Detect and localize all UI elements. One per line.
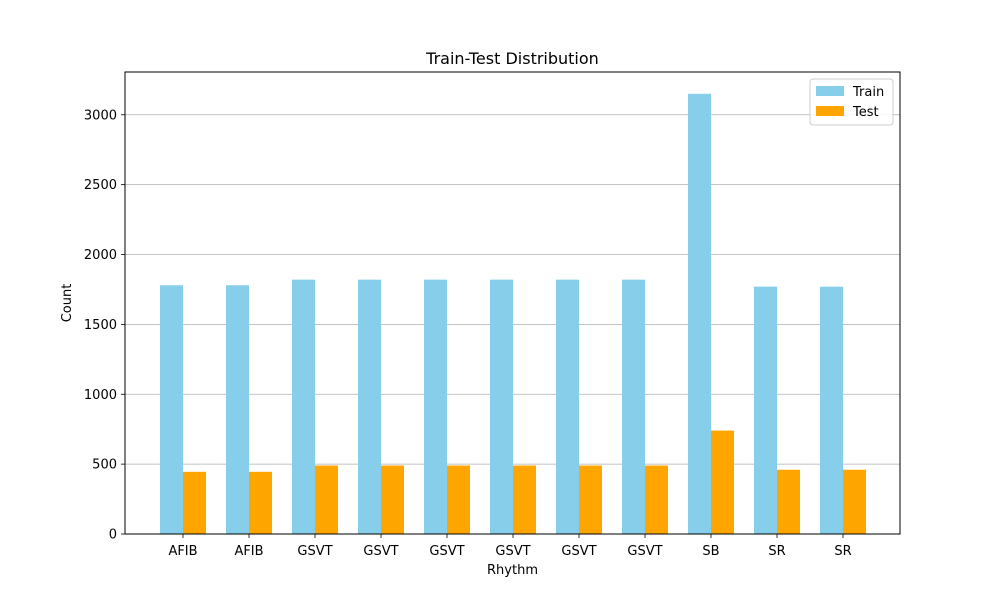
legend-label-test: Test: [852, 105, 879, 120]
x-tick-label: SR: [834, 544, 851, 559]
bar-train: [226, 285, 249, 534]
plot-frame: [124, 71, 901, 535]
bar-test: [183, 471, 206, 534]
bar-test: [315, 465, 338, 534]
bar-train: [160, 285, 183, 534]
bar-test: [447, 465, 470, 534]
bar-train: [622, 279, 645, 534]
bar-train: [490, 279, 513, 534]
y-tick-label: 3000: [84, 108, 117, 123]
x-tick-label: GSVT: [297, 544, 332, 559]
bar-test: [381, 465, 404, 534]
chart-title: Train-Test Distribution: [425, 49, 599, 68]
y-tick-label: 2000: [84, 248, 117, 263]
x-axis-label: Rhythm: [487, 563, 538, 578]
x-tick-label: AFIB: [168, 544, 197, 559]
y-tick-label: 1500: [84, 318, 117, 333]
x-tick-label: GSVT: [627, 544, 662, 559]
x-tick-label: GSVT: [495, 544, 530, 559]
bar-train: [688, 93, 711, 535]
y-tick-label: 0: [109, 528, 117, 543]
bar-train: [424, 279, 447, 534]
bar-test: [645, 465, 668, 534]
x-tick-label: AFIB: [234, 544, 263, 559]
bar-test: [843, 469, 866, 534]
bar-test: [579, 465, 602, 534]
bar-train: [820, 286, 843, 534]
x-axis-ticks: AFIB AFIB GSVT GSVT GSVT GSVT GSVT GSVT SB SR SR: [168, 534, 852, 559]
bar-train: [292, 279, 315, 534]
bar-test: [249, 471, 272, 534]
y-tick-label: 500: [92, 458, 117, 473]
x-tick-label: GSVT: [429, 544, 464, 559]
x-tick-label: GSVT: [363, 544, 398, 559]
y-axis-ticks: 0 500 1000 1500 2000 2500 3000: [84, 108, 125, 543]
bar-test: [711, 430, 734, 534]
bar-train: [358, 279, 381, 534]
bars: [160, 93, 866, 535]
legend: Train Test: [809, 78, 894, 126]
x-tick-label: SB: [702, 544, 719, 559]
x-tick-label: GSVT: [561, 544, 596, 559]
legend-label-train: Train: [852, 85, 884, 100]
x-tick-label: SR: [768, 544, 785, 559]
bar-test: [777, 469, 800, 534]
y-tick-label: 1000: [84, 388, 117, 403]
legend-swatch-test: [816, 106, 844, 116]
bar-train: [556, 279, 579, 534]
y-tick-label: 2500: [84, 178, 117, 193]
bar-test: [513, 465, 536, 534]
bar-train: [754, 286, 777, 534]
legend-swatch-train: [816, 86, 844, 96]
y-axis-label: Count: [60, 284, 75, 323]
